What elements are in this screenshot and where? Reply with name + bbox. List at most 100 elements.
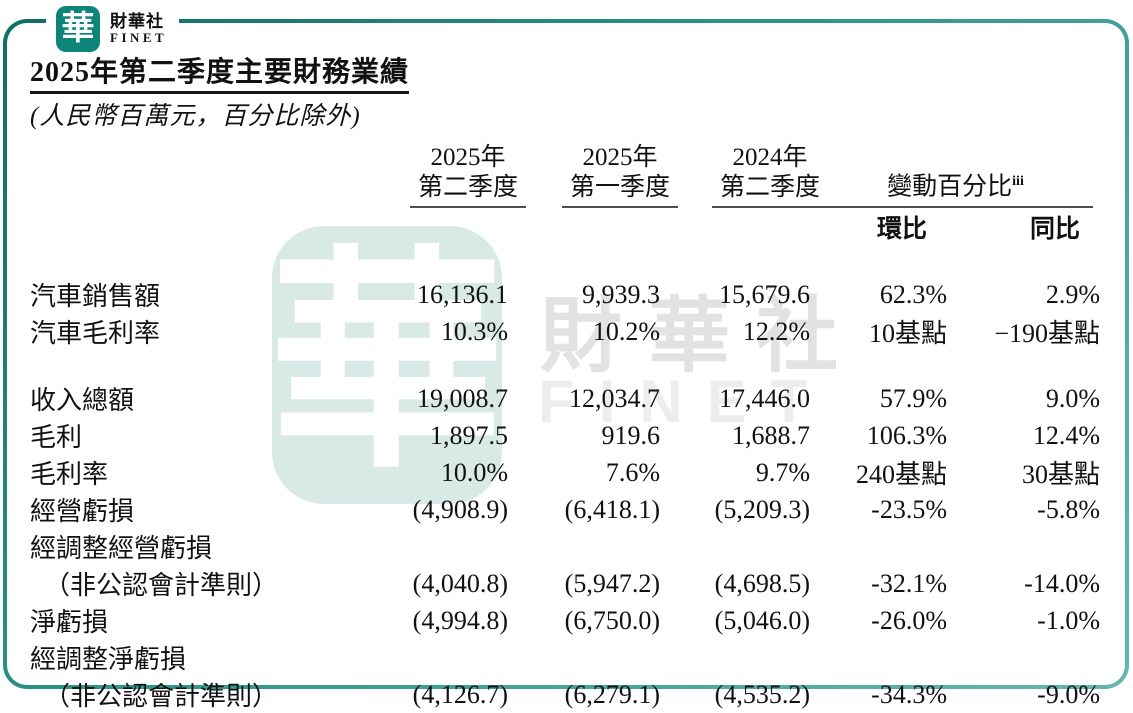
cell-value: 12.2% xyxy=(742,316,810,346)
cell-value: -26.0% xyxy=(871,605,947,635)
table-header: 2025年 第二季度 2025年 第一季度 2024年 第二季度 變動百分比ii… xyxy=(30,143,1100,246)
row-label: 毛利 xyxy=(30,423,83,452)
table-row: 毛利率 10.0% 7.6% 9.7% 240基點 30基點 xyxy=(30,454,1100,491)
cell-value: 12,034.7 xyxy=(569,383,660,413)
cell-value xyxy=(947,528,1100,565)
finet-logo-icon: 華 xyxy=(56,6,100,52)
cell-value: (4,040.8) xyxy=(412,568,508,598)
table-row: （非公認會計準則） (4,126.7) (6,279.1) (4,535.2) -34.… xyxy=(30,676,1100,713)
page-subtitle: (人民幣百萬元，百分比除外) xyxy=(30,103,361,130)
cell-value: 12.4% xyxy=(1032,420,1100,450)
cell-value xyxy=(660,528,810,565)
row-label: （非公認會計準則） xyxy=(44,682,279,711)
cell-value: (6,750.0) xyxy=(564,605,660,635)
cell-value xyxy=(352,639,508,676)
cell-value: (4,126.7) xyxy=(412,679,508,709)
subheader-row: 環比 同比 xyxy=(30,208,1100,246)
row-label: 汽車銷售額 xyxy=(30,282,161,311)
page-title-text: 2025年第二季度主要財務業績 xyxy=(30,50,410,94)
period-line2: 第二季度 xyxy=(719,174,820,201)
row-label: 毛利率 xyxy=(30,460,109,489)
cell-value: -14.0% xyxy=(1024,568,1100,598)
cell-value: 10基點 xyxy=(868,319,947,348)
column-header-2025-q1: 2025年 第一季度 xyxy=(508,143,678,208)
finet-logo-glyph: 華 xyxy=(61,10,95,47)
cell-value: (5,046.0) xyxy=(714,605,810,635)
cell-value xyxy=(660,639,810,676)
period-line2: 第二季度 xyxy=(417,174,518,201)
cell-value xyxy=(810,528,947,565)
table-body: 汽車銷售額 16,136.1 9,939.3 15,679.6 62.3% 2.9% 汽車毛… xyxy=(30,246,1100,713)
cell-value: 1,688.7 xyxy=(732,420,810,450)
cell-value: 919.6 xyxy=(601,420,661,450)
row-label: 收入總額 xyxy=(30,386,135,415)
cell-value: 10.2% xyxy=(592,316,660,346)
cell-value: 17,446.0 xyxy=(719,383,810,413)
cell-value: -34.3% xyxy=(871,679,947,709)
heading-block: 2025年第二季度主要財務業績 (人民幣百萬元，百分比除外) xyxy=(30,50,410,132)
row-label: 淨虧損 xyxy=(30,608,109,637)
cell-value: (5,947.2) xyxy=(564,568,660,598)
cell-value: -23.5% xyxy=(871,494,947,524)
page-border-frame-inner xyxy=(7,23,1125,685)
cell-value: 1,897.5 xyxy=(430,420,508,450)
cell-value: −190基點 xyxy=(994,319,1100,348)
period-line2: 第一季度 xyxy=(569,174,670,201)
brand-text: 財華社 FINET xyxy=(110,12,167,46)
brand-name-zh: 財華社 xyxy=(110,11,164,31)
period-line1: 2024年 xyxy=(732,144,808,171)
table-row: 汽車銷售額 16,136.1 9,939.3 15,679.6 62.3% 2.9% xyxy=(30,276,1100,313)
cell-value: 16,136.1 xyxy=(417,279,508,309)
column-header-change-group: 變動百分比iii xyxy=(810,143,1100,208)
cell-value: 10.0% xyxy=(440,457,508,487)
row-label: （非公認會計準則） xyxy=(44,571,279,600)
row-label: 經調整淨虧損 xyxy=(30,645,187,674)
column-header-2024-q2: 2024年 第二季度 xyxy=(660,143,828,208)
period-line1: 2025年 xyxy=(582,144,658,171)
cell-value: (4,908.9) xyxy=(412,494,508,524)
table-row: 毛利 1,897.5 919.6 1,688.7 106.3% 12.4% xyxy=(30,417,1100,454)
cell-value: 9.7% xyxy=(755,457,810,487)
finet-brand-logo: 華 財華社 FINET xyxy=(46,2,180,56)
period-header-row: 2025年 第二季度 2025年 第一季度 2024年 第二季度 變動百分比ii… xyxy=(30,143,1100,208)
cell-value xyxy=(352,528,508,565)
cell-value xyxy=(947,639,1100,676)
cell-value: 19,008.7 xyxy=(417,383,508,413)
change-group-label: 變動百分比 xyxy=(887,173,1013,200)
cell-value xyxy=(810,639,947,676)
cell-value: (4,994.8) xyxy=(412,605,508,635)
table-row: 淨虧損 (4,994.8) (6,750.0) (5,046.0) -26.0% -1.0… xyxy=(30,602,1100,639)
cell-value: 10.3% xyxy=(440,316,508,346)
table-row: 經調整經營虧損 xyxy=(30,528,1100,565)
row-label: 經調整經營虧損 xyxy=(30,534,213,563)
cell-value: 15,679.6 xyxy=(719,279,810,309)
cell-value: 9,939.3 xyxy=(582,279,660,309)
table-row: 經營虧損 (4,908.9) (6,418.1) (5,209.3) -23.5% -5.… xyxy=(30,491,1100,528)
brand-name-en: FINET xyxy=(110,30,168,46)
change-group-footnote: iii xyxy=(1012,173,1024,189)
cell-value: (4,535.2) xyxy=(714,679,810,709)
cell-value: (4,698.5) xyxy=(714,568,810,598)
row-label: 汽車毛利率 xyxy=(30,319,161,348)
financial-results-table: 2025年 第二季度 2025年 第一季度 2024年 第二季度 變動百分比ii… xyxy=(30,143,1100,713)
table-row: （非公認會計準則） (4,040.8) (5,947.2) (4,698.5) -32.… xyxy=(30,565,1100,602)
cell-value: -9.0% xyxy=(1037,679,1100,709)
subheader-yoy: 同比 xyxy=(1029,216,1080,243)
header-spacer-cell xyxy=(30,143,352,208)
cell-value: 30基點 xyxy=(1021,460,1100,489)
table-row: 汽車毛利率 10.3% 10.2% 12.2% 10基點 −190基點 xyxy=(30,313,1100,350)
page-border-frame xyxy=(3,19,1129,689)
column-header-2025-q2: 2025年 第二季度 xyxy=(352,143,526,208)
table-row: 收入總額 19,008.7 12,034.7 17,446.0 57.9% 9.0% xyxy=(30,380,1100,417)
cell-value: 62.3% xyxy=(879,279,947,309)
page-title: 2025年第二季度主要財務業績 xyxy=(30,50,410,94)
cell-value xyxy=(508,528,660,565)
cell-value: -32.1% xyxy=(871,568,947,598)
cell-value: -5.8% xyxy=(1037,494,1100,524)
cell-value: 57.9% xyxy=(879,383,947,413)
cell-value: 2.9% xyxy=(1045,279,1100,309)
table-row: 經調整淨虧損 xyxy=(30,639,1100,676)
cell-value: (6,418.1) xyxy=(564,494,660,524)
cell-value: 9.0% xyxy=(1045,383,1100,413)
cell-value: -1.0% xyxy=(1037,605,1100,635)
